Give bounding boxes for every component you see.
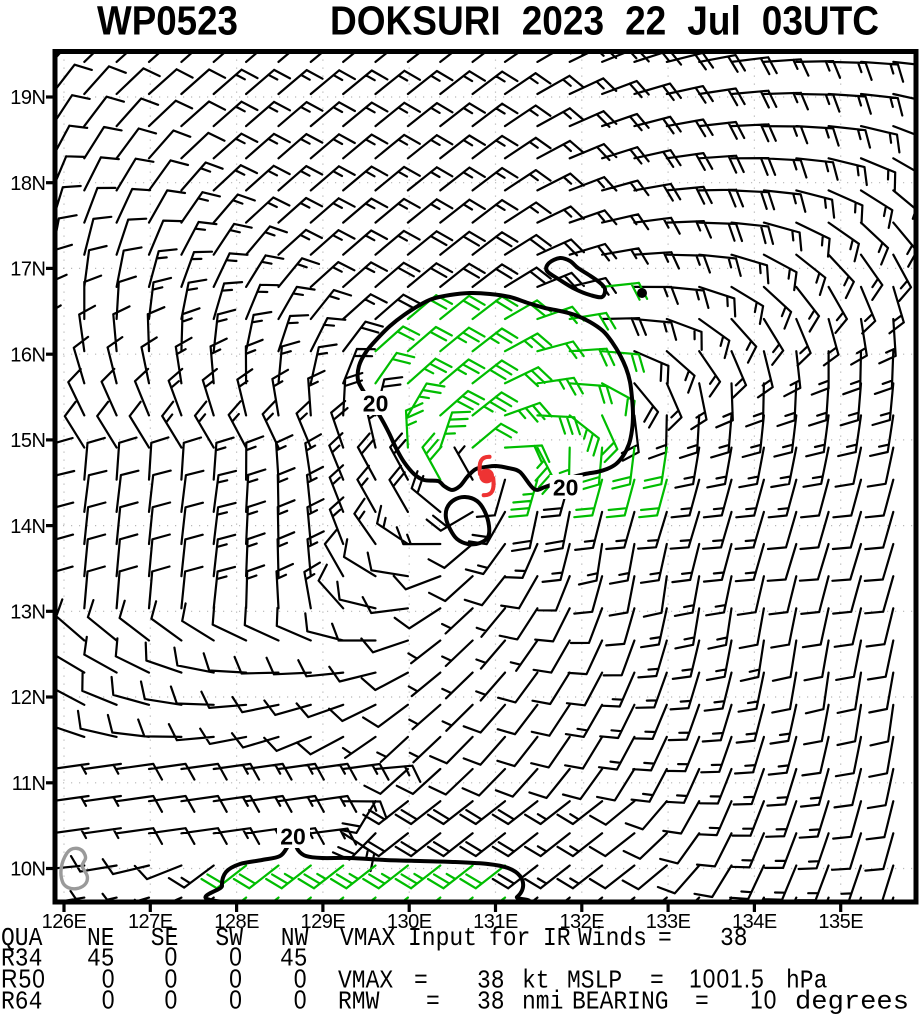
svg-text:R50: R50 bbox=[1, 965, 46, 993]
svg-text:=: = bbox=[414, 967, 428, 995]
svg-text:R64: R64 bbox=[1, 988, 42, 1014]
svg-text:Input: Input bbox=[408, 925, 477, 953]
svg-text:0: 0 bbox=[229, 986, 243, 1014]
svg-text:=: = bbox=[426, 988, 440, 1014]
svg-text:0: 0 bbox=[229, 943, 243, 971]
svg-text:SE: SE bbox=[151, 925, 179, 953]
svg-text:kt: kt bbox=[522, 967, 550, 995]
svg-text:45: 45 bbox=[87, 945, 115, 973]
svg-text:QUA: QUA bbox=[1, 925, 43, 953]
svg-text:135E: 135E bbox=[818, 911, 863, 933]
svg-text:130E: 130E bbox=[387, 911, 432, 933]
svg-text:0: 0 bbox=[165, 965, 179, 993]
svg-text:131E: 131E bbox=[473, 911, 518, 933]
svg-text:11N: 11N bbox=[12, 773, 46, 795]
svg-text:NW: NW bbox=[281, 925, 309, 953]
svg-text:IR: IR bbox=[543, 925, 571, 953]
svg-text:0: 0 bbox=[102, 965, 116, 993]
svg-text:127E: 127E bbox=[128, 911, 173, 933]
svg-text:0: 0 bbox=[165, 986, 179, 1014]
svg-text:15N: 15N bbox=[10, 430, 45, 452]
svg-text:16N: 16N bbox=[10, 344, 45, 366]
svg-text:126E: 126E bbox=[42, 911, 87, 933]
svg-text:0: 0 bbox=[229, 965, 243, 993]
svg-text:DOKSURI 2023 22 Jul 03UTC: DOKSURI 2023 22 Jul 03UTC bbox=[330, 0, 879, 44]
svg-text:132E: 132E bbox=[559, 911, 604, 933]
svg-text:BEARING: BEARING bbox=[572, 988, 669, 1014]
svg-text:14N: 14N bbox=[10, 516, 45, 538]
svg-text:38: 38 bbox=[477, 988, 505, 1014]
svg-text:10N: 10N bbox=[10, 859, 45, 881]
svg-text:=: = bbox=[658, 925, 672, 953]
svg-text:for: for bbox=[489, 925, 530, 953]
svg-text:133E: 133E bbox=[646, 911, 691, 933]
svg-text:12N: 12N bbox=[10, 687, 45, 709]
svg-text:R34: R34 bbox=[1, 945, 42, 973]
svg-text:18N: 18N bbox=[10, 173, 45, 195]
svg-text:20: 20 bbox=[363, 390, 389, 416]
svg-text:nmi: nmi bbox=[522, 988, 563, 1014]
svg-text:=: = bbox=[650, 967, 664, 995]
svg-text:38: 38 bbox=[477, 967, 505, 995]
svg-text:SW: SW bbox=[215, 925, 243, 953]
svg-text:1001.5: 1001.5 bbox=[689, 965, 765, 993]
svg-text:128E: 128E bbox=[214, 911, 259, 933]
svg-text:20: 20 bbox=[280, 823, 306, 849]
svg-text:NE: NE bbox=[87, 925, 115, 953]
svg-text:MSLP: MSLP bbox=[567, 967, 622, 995]
svg-text:45: 45 bbox=[280, 945, 308, 973]
svg-text:129E: 129E bbox=[301, 911, 346, 933]
svg-text:RMW: RMW bbox=[338, 988, 380, 1014]
svg-text:19N: 19N bbox=[10, 87, 45, 109]
svg-text:13N: 13N bbox=[10, 602, 45, 624]
svg-text:hPa: hPa bbox=[786, 967, 827, 995]
svg-text:VMAX: VMAX bbox=[338, 967, 394, 995]
svg-text:degrees: degrees bbox=[795, 988, 909, 1014]
svg-text:134E: 134E bbox=[732, 911, 777, 933]
svg-text:VMAX: VMAX bbox=[340, 925, 396, 953]
svg-text:Winds: Winds bbox=[578, 925, 647, 953]
svg-text:=: = bbox=[695, 988, 709, 1014]
svg-text:17N: 17N bbox=[10, 259, 45, 281]
svg-text:38: 38 bbox=[720, 925, 748, 953]
svg-text:0: 0 bbox=[102, 986, 116, 1014]
svg-text:20: 20 bbox=[553, 474, 579, 500]
svg-text:0: 0 bbox=[165, 943, 179, 971]
svg-text:0: 0 bbox=[294, 965, 308, 993]
svg-text:WP0523: WP0523 bbox=[97, 0, 238, 44]
svg-text:10: 10 bbox=[750, 986, 777, 1014]
svg-text:0: 0 bbox=[294, 986, 308, 1014]
